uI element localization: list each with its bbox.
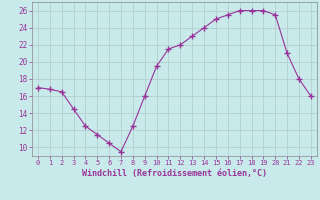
X-axis label: Windchill (Refroidissement éolien,°C): Windchill (Refroidissement éolien,°C): [82, 169, 267, 178]
